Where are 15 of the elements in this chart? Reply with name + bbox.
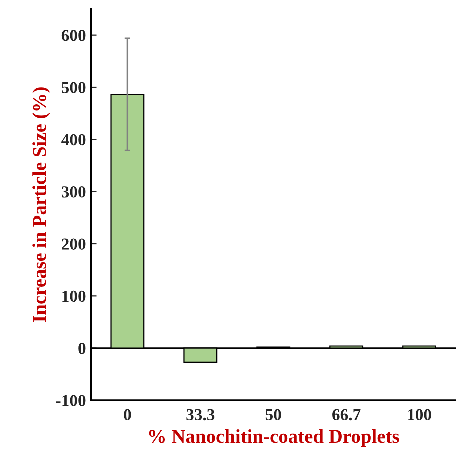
y-tick-label: 200 — [62, 238, 86, 250]
y-tick-label: 400 — [62, 134, 86, 146]
x-tick-label: 100 — [408, 409, 432, 421]
x-tick-label: 66.7 — [332, 409, 361, 421]
y-axis-title: Increase in Particle Size (%) — [32, 88, 50, 322]
y-tick-label: -100 — [56, 395, 86, 406]
x-tick-label: 33.3 — [186, 409, 215, 421]
x-tick-label: 50 — [266, 409, 282, 421]
y-tick-label: 600 — [62, 30, 86, 42]
x-tick-label: 0 — [124, 409, 132, 421]
y-tick-label: 500 — [62, 82, 86, 94]
x-axis-title: % Nanochitin-coated Droplets — [149, 430, 400, 448]
y-tick-label: 100 — [62, 290, 86, 302]
y-tick-label: 0 — [78, 343, 86, 354]
y-tick-label: 300 — [62, 186, 86, 198]
